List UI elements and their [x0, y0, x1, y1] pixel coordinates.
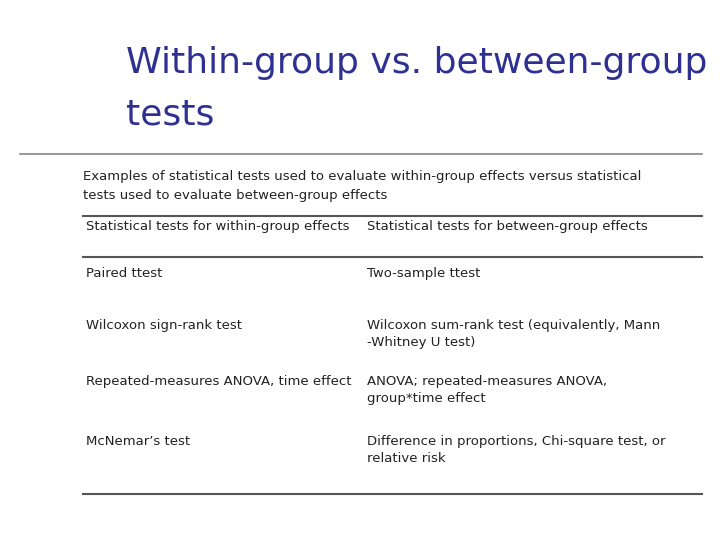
Text: Wilcoxon sum-rank test (equivalently, Mann
-Whitney U test): Wilcoxon sum-rank test (equivalently, Ma… — [367, 319, 660, 349]
Text: Two-sample ttest: Two-sample ttest — [367, 267, 480, 280]
Text: Within-group vs. between-group: Within-group vs. between-group — [126, 46, 707, 80]
Text: Difference in proportions, Chi-square test, or
relative risk: Difference in proportions, Chi-square te… — [367, 435, 666, 465]
Text: Wilcoxon sign-rank test: Wilcoxon sign-rank test — [86, 319, 243, 332]
Text: Repeated-measures ANOVA, time effect: Repeated-measures ANOVA, time effect — [86, 375, 352, 388]
Text: Examples of statistical tests used to evaluate within-group effects versus stati: Examples of statistical tests used to ev… — [83, 170, 642, 201]
Text: Statistical tests for between-group effects: Statistical tests for between-group effe… — [367, 220, 648, 233]
Text: Statistical tests for within-group effects: Statistical tests for within-group effec… — [86, 220, 350, 233]
Text: McNemar’s test: McNemar’s test — [86, 435, 191, 448]
Text: Paired ttest: Paired ttest — [86, 267, 163, 280]
Text: ANOVA; repeated-measures ANOVA,
group*time effect: ANOVA; repeated-measures ANOVA, group*ti… — [367, 375, 608, 406]
Text: tests: tests — [126, 97, 215, 131]
